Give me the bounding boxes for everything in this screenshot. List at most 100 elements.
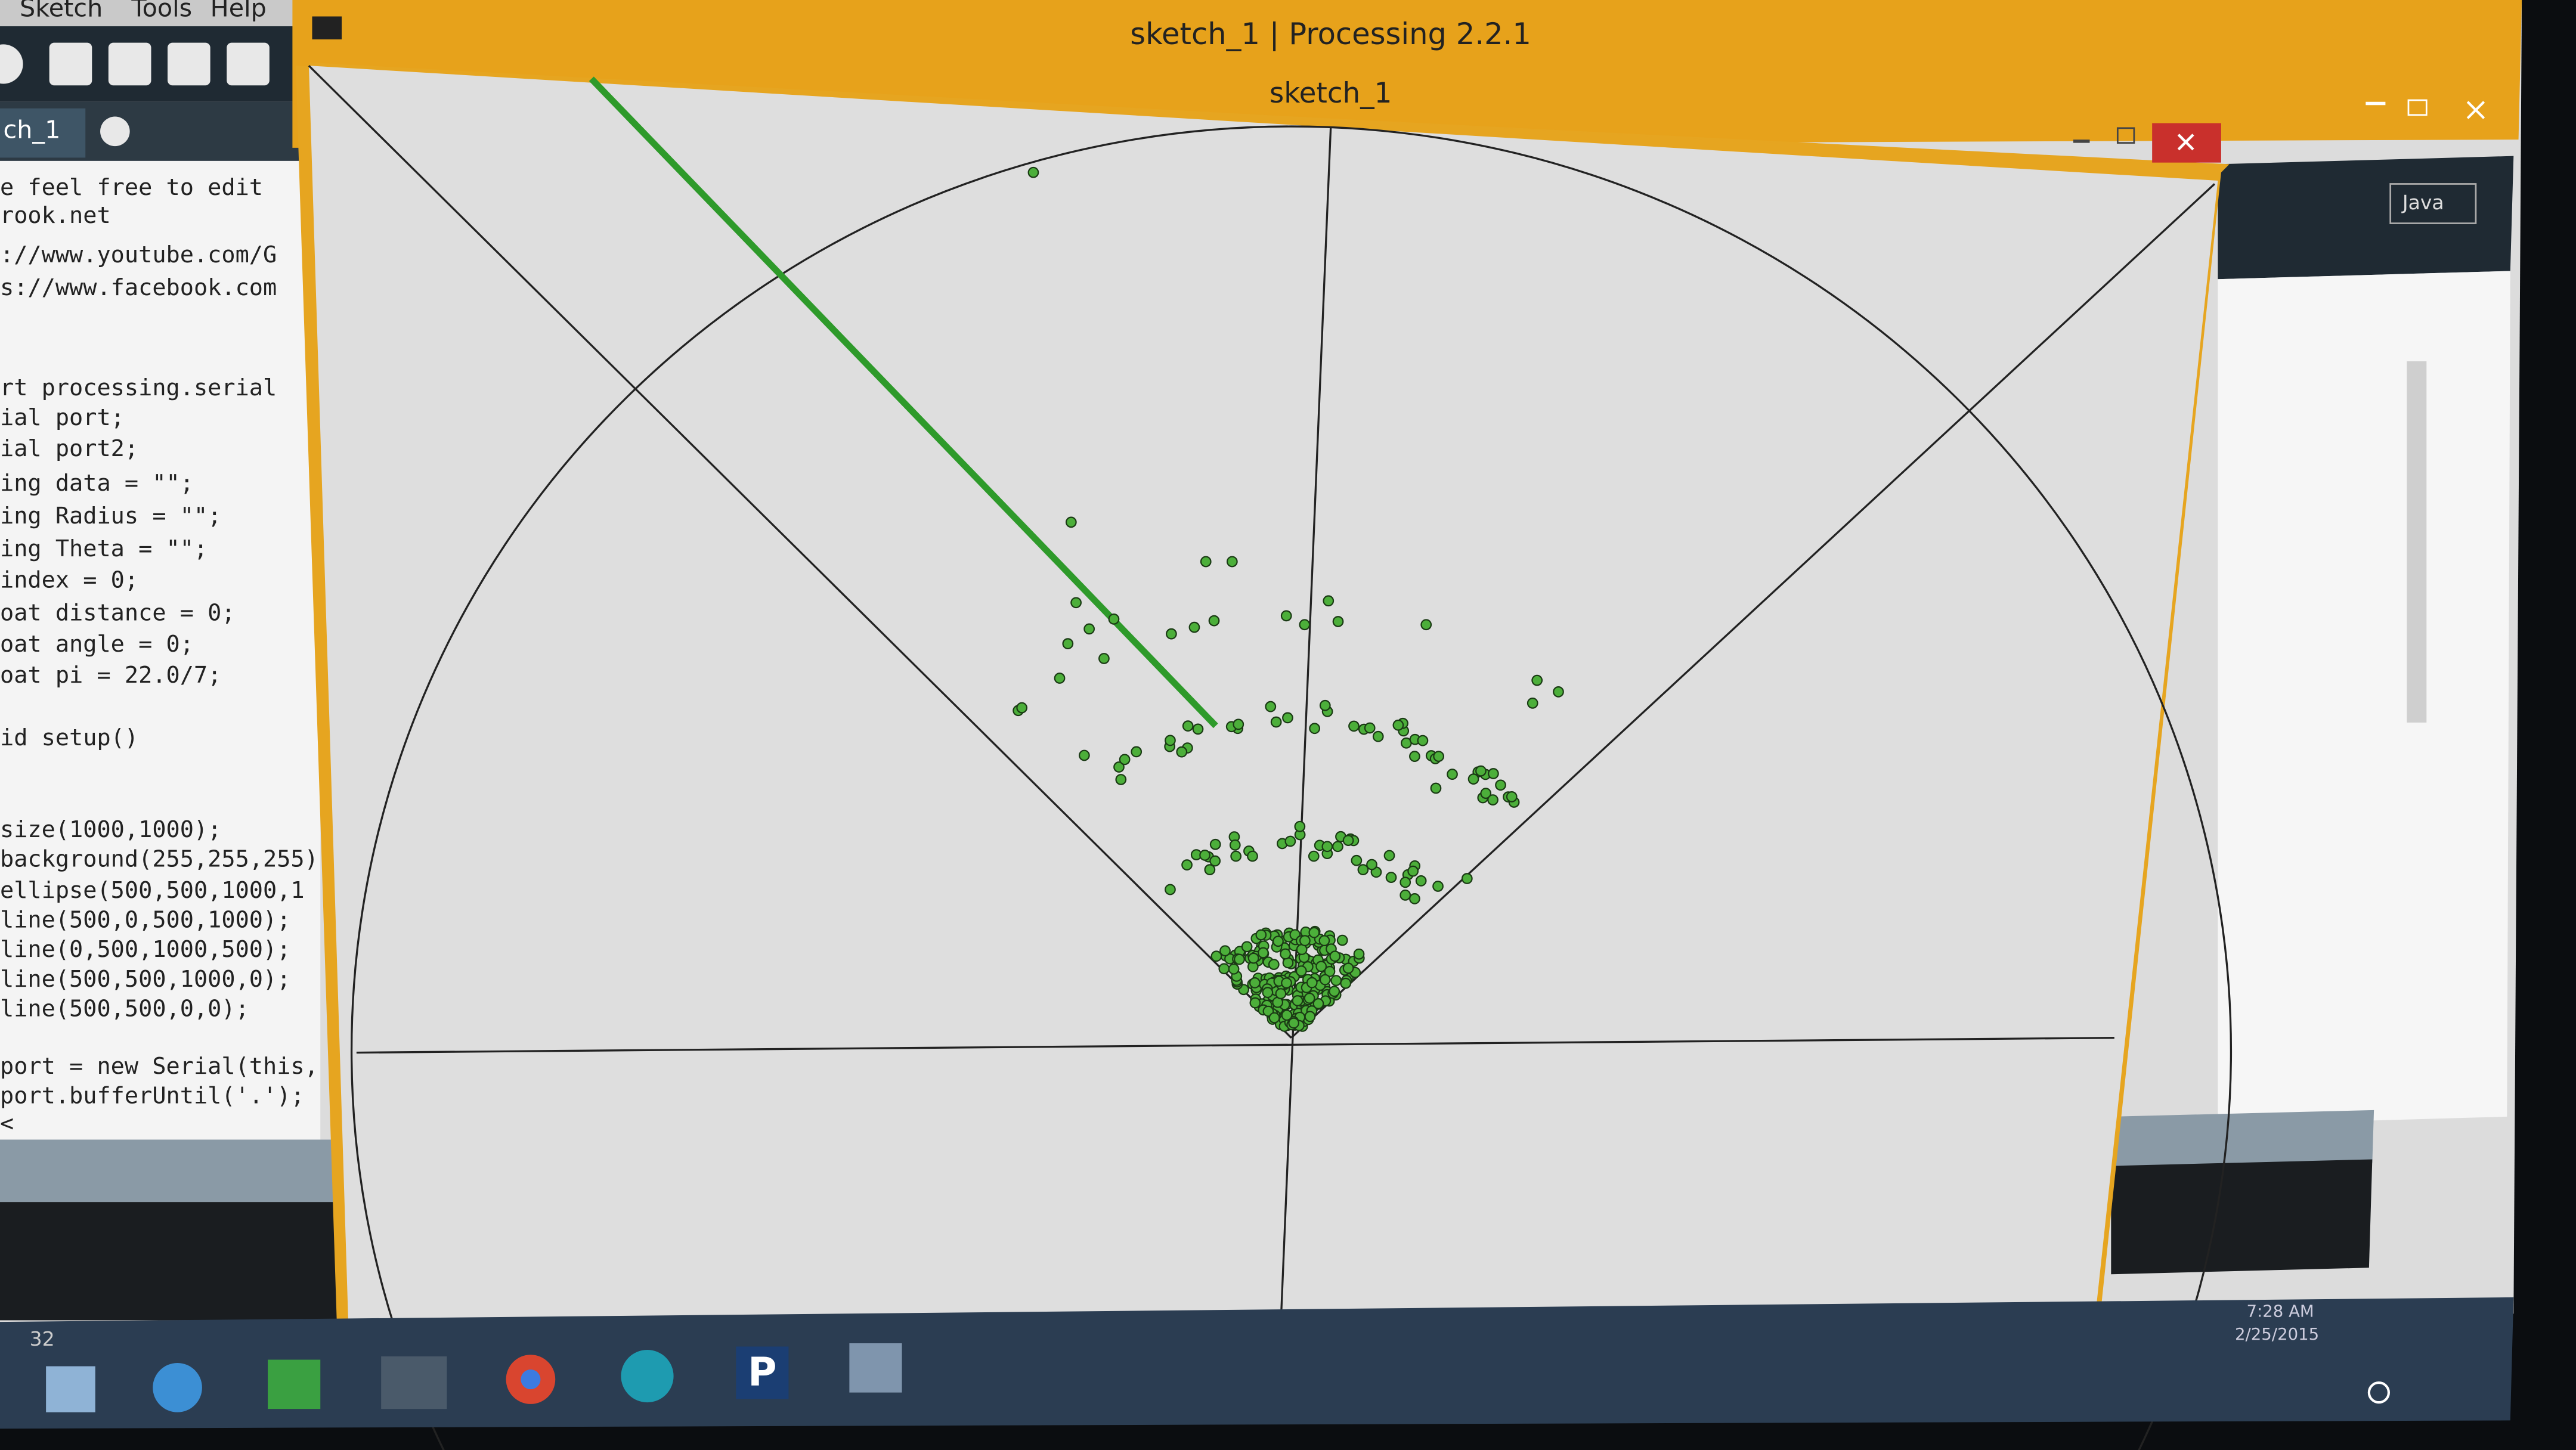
new-button[interactable] [49, 42, 92, 86]
minimize[interactable] [2366, 101, 2386, 106]
detection-dot [1342, 835, 1354, 846]
code-line: rook.net [0, 202, 111, 229]
detection-dot [1065, 516, 1077, 528]
detection-dot [1447, 769, 1458, 780]
power-led [2367, 1381, 2390, 1404]
window-icon[interactable] [849, 1343, 902, 1393]
detection-dot [1357, 864, 1369, 876]
detection-dot [1309, 723, 1321, 735]
detection-dot [1209, 838, 1221, 850]
detection-dot [1079, 749, 1090, 761]
detection-dot [1131, 746, 1143, 758]
detection-dot [1182, 720, 1194, 732]
detection-dot [1226, 556, 1238, 568]
detection-dot [1420, 619, 1432, 631]
detection-dot [1165, 884, 1176, 896]
detection-dot [1332, 841, 1343, 853]
detection-dot [1461, 873, 1473, 884]
tab-menu[interactable] [100, 116, 130, 147]
detection-dot [1113, 761, 1125, 773]
radar-diag-left [308, 64, 1292, 1039]
save-button[interactable] [168, 42, 210, 86]
code-line: oat distance = 0; [0, 600, 236, 627]
detection-dot [1417, 735, 1429, 746]
ie-icon[interactable] [153, 1363, 202, 1412]
detection-dot [1432, 881, 1444, 892]
explorer-icon[interactable] [381, 1356, 447, 1409]
tab[interactable] [0, 108, 86, 158]
sketch-minimize[interactable] [2073, 140, 2090, 143]
detection-dot [1200, 556, 1212, 568]
code-line: oat angle = 0; [0, 631, 194, 658]
detection-dot [1336, 934, 1348, 946]
clock-time: 7:28 AM [2246, 1302, 2314, 1321]
code-line: line(500,0,500,1000); [0, 907, 290, 934]
detection-dot [1208, 615, 1220, 627]
detection-dot [1385, 872, 1397, 883]
detection-dot [1258, 947, 1269, 959]
sketch-maximize[interactable] [2116, 127, 2135, 144]
run-button[interactable] [0, 44, 23, 84]
detection-dot [1262, 987, 1274, 999]
message-area [0, 1139, 345, 1203]
sketch-canvas [308, 66, 2218, 1322]
detection-dot [1268, 959, 1280, 970]
detection-dot [1323, 595, 1335, 607]
toolbar-buttons [0, 42, 270, 86]
detection-dot [1315, 961, 1327, 972]
detection-dot [1383, 850, 1395, 862]
taskbar [0, 1297, 2514, 1429]
store-icon[interactable] [268, 1359, 321, 1409]
detection-dot [1299, 935, 1311, 946]
open-button[interactable] [108, 42, 151, 86]
detection-dot [1230, 850, 1242, 862]
processing-icon[interactable] [736, 1346, 789, 1399]
restore[interactable] [2407, 99, 2428, 116]
code-line: port.bufferUntil('.'); [0, 1082, 305, 1109]
texts: Sketch Tools Help sketch_1 | Processing 2.2… [0, 0, 2444, 1350]
radar [308, 64, 2232, 1450]
line-number: 32 [30, 1327, 55, 1350]
detection-dot [1219, 945, 1231, 957]
taskbar-icons: P [46, 1343, 902, 1412]
code-line: oat pi = 22.0/7; [0, 662, 221, 689]
detection-dot [1281, 1009, 1293, 1021]
detection-dot [1329, 986, 1340, 997]
detection-dot [1319, 699, 1331, 711]
close[interactable] [2466, 101, 2485, 119]
detection-dot [1280, 610, 1292, 622]
detection-dot [1294, 820, 1306, 832]
detection-dot [1353, 948, 1365, 960]
detection-dot [1340, 977, 1352, 989]
start-button[interactable] [46, 1366, 95, 1412]
mode-button[interactable] [2389, 183, 2477, 224]
detection-dot [1083, 623, 1095, 635]
detection-dot [1234, 953, 1245, 965]
detection-dot [1312, 998, 1324, 1009]
detection-dot [1407, 865, 1419, 877]
detection-dot [1292, 995, 1304, 1006]
detection-dot [1304, 1011, 1316, 1023]
code-line: id setup() [0, 724, 138, 751]
detection-dot [1284, 835, 1296, 847]
detection-dot [1027, 166, 1039, 178]
arduino-icon[interactable] [621, 1349, 674, 1403]
ide-title: sketch_1 | Processing 2.2.1 [1130, 17, 1531, 51]
detection-dot [1249, 977, 1261, 989]
scrollbar[interactable] [2407, 361, 2427, 723]
detection-dot [1016, 702, 1028, 714]
detection-dot [1210, 950, 1222, 962]
processing-icon-letter: P [748, 1349, 776, 1395]
detection-dot [1204, 864, 1216, 876]
detection-dot [1119, 754, 1131, 766]
sketch-close-icon [2177, 134, 2194, 151]
detection-dot [1209, 855, 1221, 867]
code-line: size(1000,1000); [0, 816, 221, 843]
export-button[interactable] [227, 42, 270, 86]
detection-dot [1218, 963, 1230, 975]
detection-dot [1299, 619, 1311, 631]
detection-dot [1487, 794, 1498, 805]
code-line: ://www.youtube.com/G [0, 241, 277, 268]
code-line: < [0, 1110, 14, 1137]
